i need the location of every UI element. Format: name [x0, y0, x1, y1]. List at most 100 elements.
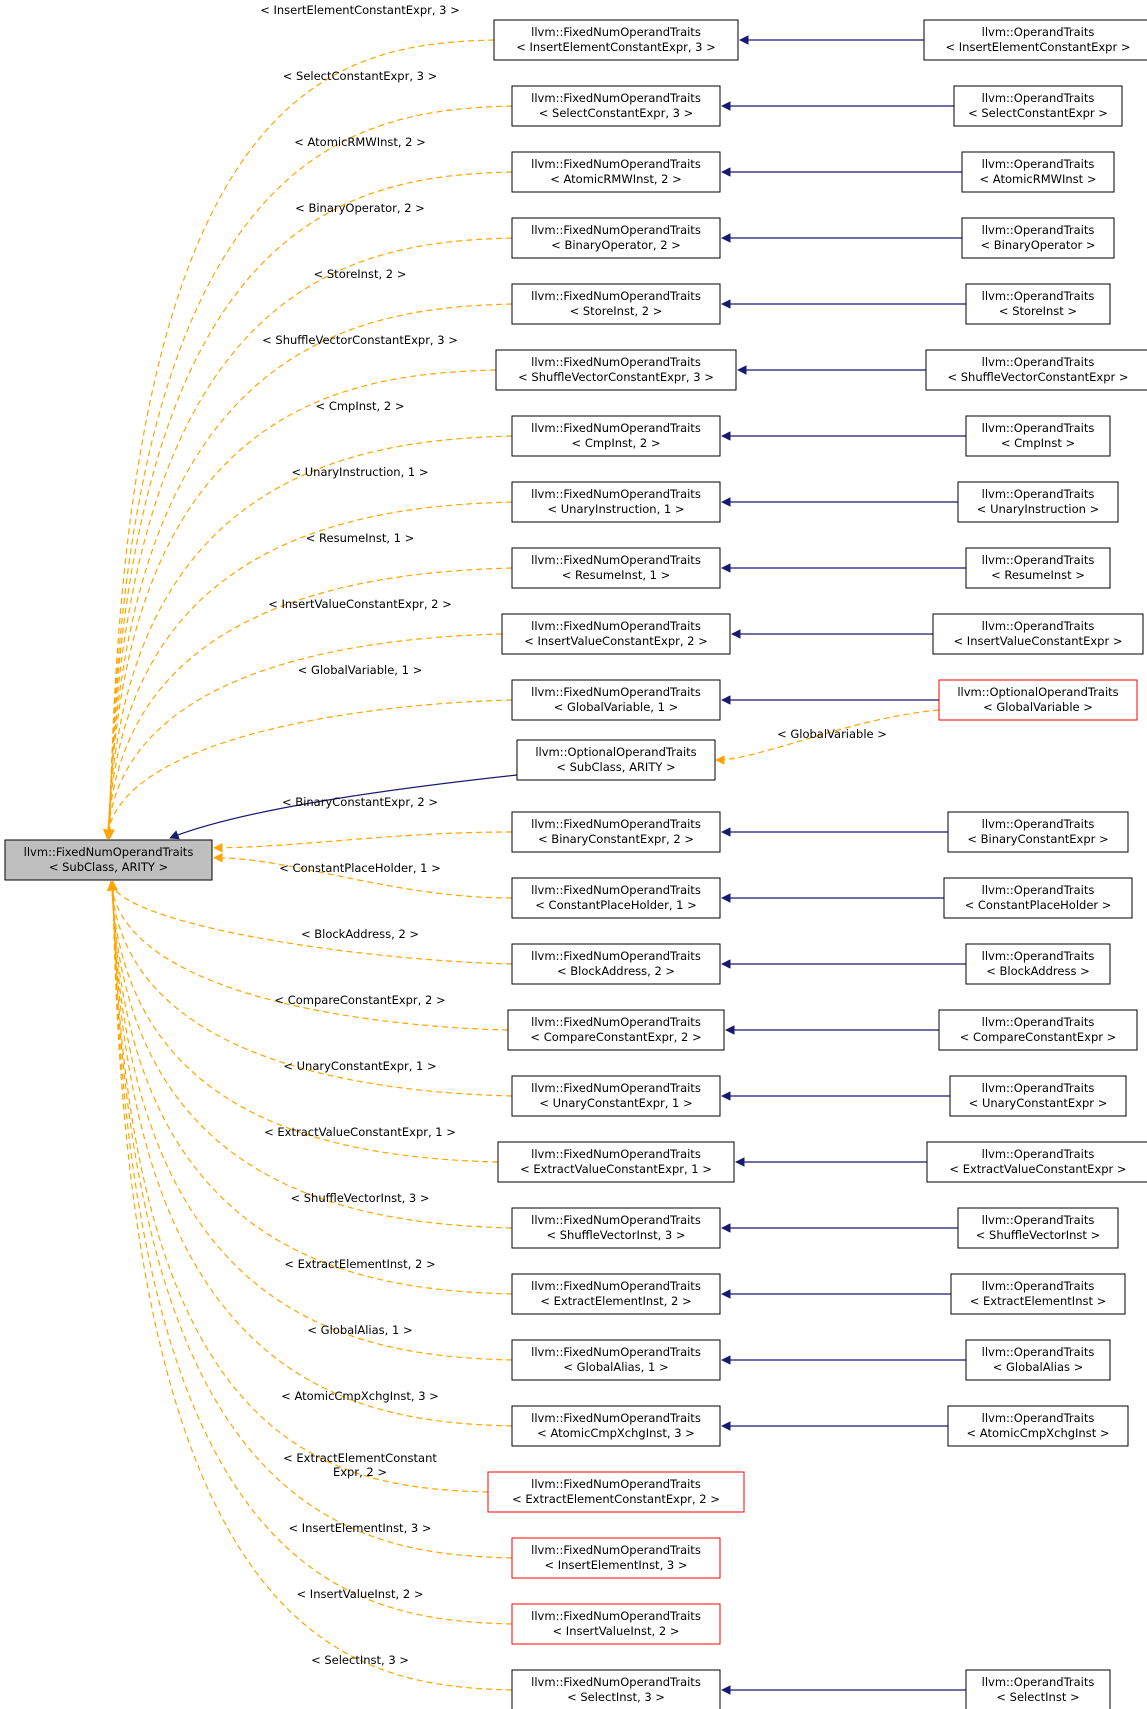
operand-traits-node-19-line1: llvm::OperandTraits — [982, 1279, 1095, 1293]
fixed-traits-node-3[interactable]: llvm::FixedNumOperandTraits< AtomicRMWIn… — [511, 151, 721, 193]
template-edge — [103, 501, 513, 839]
optional-node-line2: < SubClass, ARITY > — [556, 760, 675, 774]
operand-traits-node-25-line1: llvm::OperandTraits — [982, 1675, 1095, 1689]
operand-traits-node-16-line1: llvm::OperandTraits — [982, 1081, 1095, 1095]
operand-traits-node-5-line1: llvm::OperandTraits — [982, 289, 1095, 303]
operand-traits-node-17-line1: llvm::OperandTraits — [982, 1147, 1095, 1161]
template-arg-label: < CompareConstantExpr, 2 > — [274, 993, 445, 1007]
operand-traits-node-6-line2: < ShuffleVectorConstantExpr > — [947, 370, 1128, 384]
template-arg-label: < BinaryConstantExpr, 2 > — [282, 795, 438, 809]
fixed-traits-node-13-line1: llvm::FixedNumOperandTraits — [531, 883, 701, 897]
fixed-traits-node-4[interactable]: llvm::FixedNumOperandTraits< BinaryOpera… — [511, 217, 721, 259]
template-arg-label-cont: Expr, 2 > — [333, 1465, 387, 1479]
fixed-traits-node-14[interactable]: llvm::FixedNumOperandTraits< BlockAddres… — [511, 943, 721, 985]
fixed-traits-node-22[interactable]: llvm::FixedNumOperandTraits< ExtractElem… — [487, 1471, 745, 1513]
operand-traits-node-18[interactable]: llvm::OperandTraits< ShuffleVectorInst > — [957, 1207, 1119, 1249]
operand-traits-node-11[interactable]: llvm::OptionalOperandTraits< GlobalVaria… — [938, 679, 1138, 721]
operand-traits-node-16[interactable]: llvm::OperandTraits< UnaryConstantExpr > — [949, 1075, 1127, 1117]
operand-traits-node-17[interactable]: llvm::OperandTraits< ExtractValueConstan… — [926, 1141, 1147, 1183]
template-edge — [213, 831, 513, 853]
fixed-traits-node-25[interactable]: llvm::FixedNumOperandTraits< SelectInst,… — [511, 1669, 721, 1709]
fixed-traits-node-23[interactable]: llvm::FixedNumOperandTraits< InsertEleme… — [511, 1537, 721, 1579]
template-edge — [107, 881, 513, 1361]
operand-traits-node-14-line1: llvm::OperandTraits — [982, 949, 1095, 963]
template-arg-label: < CmpInst, 2 > — [316, 399, 405, 413]
operand-traits-node-15[interactable]: llvm::OperandTraits< CompareConstantExpr… — [938, 1009, 1138, 1051]
operand-traits-node-18-line1: llvm::OperandTraits — [982, 1213, 1095, 1227]
template-arg-label: < SelectConstantExpr, 3 > — [283, 69, 438, 83]
fixed-traits-node-19[interactable]: llvm::FixedNumOperandTraits< ExtractElem… — [511, 1273, 721, 1315]
operand-traits-node-6[interactable]: llvm::OperandTraits< ShuffleVectorConsta… — [925, 349, 1147, 391]
operand-traits-node-8[interactable]: llvm::OperandTraits< UnaryInstruction > — [957, 481, 1119, 523]
template-arg-label: < ConstantPlaceHolder, 1 > — [279, 861, 440, 875]
fixed-traits-node-2[interactable]: llvm::FixedNumOperandTraits< SelectConst… — [511, 85, 721, 127]
operand-traits-node-7[interactable]: llvm::OperandTraits< CmpInst > — [965, 415, 1111, 457]
operand-traits-node-12[interactable]: llvm::OperandTraits< BinaryConstantExpr … — [947, 811, 1129, 853]
operand-traits-node-3-line1: llvm::OperandTraits — [982, 157, 1095, 171]
optional-operand-traits-node[interactable]: llvm::OptionalOperandTraits < SubClass, … — [516, 739, 716, 781]
fixed-traits-node-21-line1: llvm::FixedNumOperandTraits — [531, 1411, 701, 1425]
template-edge — [108, 881, 489, 1493]
fixed-traits-node-17[interactable]: llvm::FixedNumOperandTraits< ExtractValu… — [497, 1141, 735, 1183]
fixed-traits-node-10[interactable]: llvm::FixedNumOperandTraits< InsertValue… — [501, 613, 731, 655]
operand-traits-node-14[interactable]: llvm::OperandTraits< BlockAddress > — [965, 943, 1111, 985]
operand-traits-node-4[interactable]: llvm::OperandTraits< BinaryOperator > — [961, 217, 1115, 259]
operand-traits-node-9[interactable]: llvm::OperandTraits< ResumeInst > — [965, 547, 1111, 589]
fixed-traits-node-1[interactable]: llvm::FixedNumOperandTraits< InsertEleme… — [493, 19, 739, 61]
template-edge-optional — [715, 709, 940, 765]
fixed-traits-node-20-line1: llvm::FixedNumOperandTraits — [531, 1345, 701, 1359]
fixed-traits-node-11[interactable]: llvm::FixedNumOperandTraits< GlobalVaria… — [511, 679, 721, 721]
fixed-traits-node-12[interactable]: llvm::FixedNumOperandTraits< BinaryConst… — [511, 811, 721, 853]
fixed-traits-node-9-line2: < ResumeInst, 1 > — [562, 568, 671, 582]
fixed-traits-node-22-line1: llvm::FixedNumOperandTraits — [531, 1477, 701, 1491]
fixed-traits-node-16[interactable]: llvm::FixedNumOperandTraits< UnaryConsta… — [511, 1075, 721, 1117]
operand-traits-node-21[interactable]: llvm::OperandTraits< AtomicCmpXchgInst > — [947, 1405, 1129, 1447]
operand-traits-node-4-line2: < BinaryOperator > — [980, 238, 1095, 252]
fixed-traits-node-15[interactable]: llvm::FixedNumOperandTraits< CompareCons… — [507, 1009, 725, 1051]
fixed-traits-node-22-line2: < ExtractElementConstantExpr, 2 > — [512, 1492, 720, 1506]
fixed-traits-node-12-line1: llvm::FixedNumOperandTraits — [531, 817, 701, 831]
template-edge — [106, 881, 513, 1097]
operand-traits-node-25[interactable]: llvm::OperandTraits< SelectInst > — [965, 1669, 1111, 1709]
fixed-traits-node-24-line2: < InsertValueInst, 2 > — [553, 1624, 680, 1638]
fixed-traits-node-5[interactable]: llvm::FixedNumOperandTraits< StoreInst, … — [511, 283, 721, 325]
operand-traits-node-20[interactable]: llvm::OperandTraits< GlobalAlias > — [965, 1339, 1111, 1381]
template-edge — [103, 369, 497, 839]
fixed-traits-node-13[interactable]: llvm::FixedNumOperandTraits< ConstantPla… — [511, 877, 721, 919]
fixed-traits-node-2-line2: < SelectConstantExpr, 3 > — [539, 106, 694, 120]
fixed-traits-node-16-line1: llvm::FixedNumOperandTraits — [531, 1081, 701, 1095]
template-edge — [107, 881, 513, 1295]
fixed-traits-node-21[interactable]: llvm::FixedNumOperandTraits< AtomicCmpXc… — [511, 1405, 721, 1447]
fixed-traits-node-24-line1: llvm::FixedNumOperandTraits — [531, 1609, 701, 1623]
template-arg-label: < ShuffleVectorConstantExpr, 3 > — [262, 333, 458, 347]
fixed-traits-node-16-line2: < UnaryConstantExpr, 1 > — [539, 1096, 692, 1110]
fixed-traits-node-24[interactable]: llvm::FixedNumOperandTraits< InsertValue… — [511, 1603, 721, 1645]
operand-traits-node-7-line2: < CmpInst > — [1001, 436, 1075, 450]
fixed-traits-node-19-line1: llvm::FixedNumOperandTraits — [531, 1279, 701, 1293]
fixed-traits-node-17-line1: llvm::FixedNumOperandTraits — [531, 1147, 701, 1161]
operand-traits-node-1[interactable]: llvm::OperandTraits< InsertElementConsta… — [923, 19, 1147, 61]
operand-traits-node-3[interactable]: llvm::OperandTraits< AtomicRMWInst > — [961, 151, 1115, 193]
template-edge — [104, 237, 513, 839]
fixed-traits-node-6[interactable]: llvm::FixedNumOperandTraits< ShuffleVect… — [495, 349, 737, 391]
operand-traits-node-13[interactable]: llvm::OperandTraits< ConstantPlaceHolder… — [943, 877, 1133, 919]
template-arg-label: < UnaryInstruction, 1 > — [291, 465, 428, 479]
template-arg-label: < GlobalAlias, 1 > — [307, 1323, 412, 1337]
fixed-traits-node-12-line2: < BinaryConstantExpr, 2 > — [538, 832, 694, 846]
operand-traits-node-5[interactable]: llvm::OperandTraits< StoreInst > — [965, 283, 1111, 325]
fixed-traits-node-10-line2: < InsertValueConstantExpr, 2 > — [524, 634, 708, 648]
operand-traits-node-19[interactable]: llvm::OperandTraits< ExtractElementInst … — [950, 1273, 1126, 1315]
operand-traits-node-2[interactable]: llvm::OperandTraits< SelectConstantExpr … — [953, 85, 1123, 127]
template-edge — [103, 567, 513, 839]
operand-traits-node-18-line2: < ShuffleVectorInst > — [976, 1228, 1100, 1242]
template-arg-label: < StoreInst, 2 > — [314, 267, 407, 281]
operand-traits-node-10[interactable]: llvm::OperandTraits< InsertValueConstant… — [932, 613, 1144, 655]
root-node[interactable]: llvm::FixedNumOperandTraits < SubClass, … — [4, 839, 213, 881]
fixed-traits-node-18-line1: llvm::FixedNumOperandTraits — [531, 1213, 701, 1227]
fixed-traits-node-20[interactable]: llvm::FixedNumOperandTraits< GlobalAlias… — [511, 1339, 721, 1381]
fixed-traits-node-18[interactable]: llvm::FixedNumOperandTraits< ShuffleVect… — [511, 1207, 721, 1249]
fixed-traits-node-7[interactable]: llvm::FixedNumOperandTraits< CmpInst, 2 … — [511, 415, 721, 457]
fixed-traits-node-8[interactable]: llvm::FixedNumOperandTraits< UnaryInstru… — [511, 481, 721, 523]
edges-layer — [103, 35, 966, 1695]
fixed-traits-node-9[interactable]: llvm::FixedNumOperandTraits< ResumeInst,… — [511, 547, 721, 589]
